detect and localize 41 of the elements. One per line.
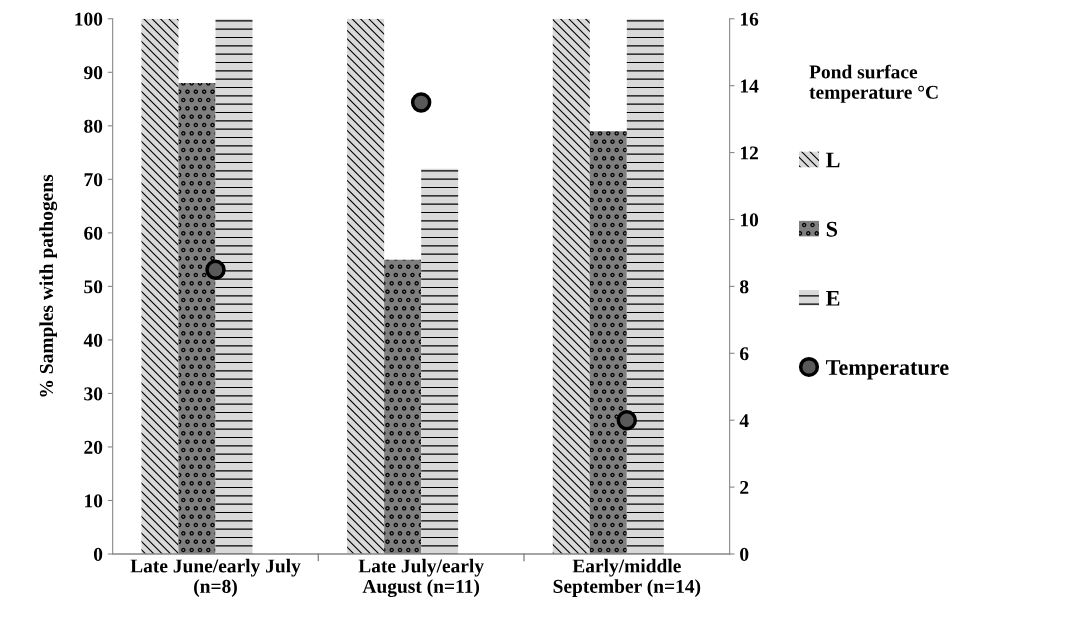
point: [616, 409, 638, 431]
point: [205, 259, 226, 280]
y-tick-label: 70: [84, 173, 103, 187]
legend-label: S: [826, 221, 838, 237]
point: [410, 92, 432, 113]
y-tick-label: 80: [84, 119, 103, 133]
legend-label: E: [826, 291, 840, 306]
y-tick-label: 0: [93, 547, 103, 561]
y-tick-label: 30: [84, 387, 103, 401]
y2-tick-label: 16: [740, 12, 759, 26]
bar: [141, 18, 179, 555]
y-axis-title: % Samples with pathogens: [39, 174, 58, 397]
x-tick-label: Late June/early July (n=8): [130, 558, 301, 597]
legend-label: L: [826, 152, 840, 168]
legend-label: Temperature: [826, 360, 949, 380]
bar: [626, 18, 664, 555]
legend-title: Pond surface temperature °C: [809, 64, 938, 103]
y2-tick-label: 8: [740, 280, 749, 294]
bar: [421, 168, 459, 555]
y-tick-label: 90: [84, 66, 103, 80]
y-tick-label: 20: [84, 440, 103, 454]
y2-tick-label: 0: [740, 547, 749, 561]
y2-tick-label: 6: [740, 347, 749, 361]
y2-tick-label: 10: [740, 213, 759, 227]
bar: [178, 83, 216, 555]
bar: [347, 18, 385, 555]
y2-tick-label: 12: [740, 146, 758, 160]
y-tick-label: 100: [75, 12, 103, 26]
y2-tick-label: 2: [740, 480, 749, 494]
y2-tick-label: 4: [739, 414, 749, 427]
bar: [215, 18, 253, 555]
y-tick-label: 40: [83, 333, 103, 347]
y2-tick-label: 14: [740, 79, 759, 93]
bar: [552, 18, 590, 555]
bar: [589, 131, 627, 555]
x-tick-label: Late July/early August (n=11): [358, 558, 484, 598]
y-tick-label: 60: [84, 226, 103, 240]
bar: [384, 259, 422, 555]
y-tick-label: 10: [85, 494, 103, 508]
y-tick-label: 50: [84, 280, 103, 294]
x-tick-label: Early/middle September (n=14): [553, 558, 701, 597]
